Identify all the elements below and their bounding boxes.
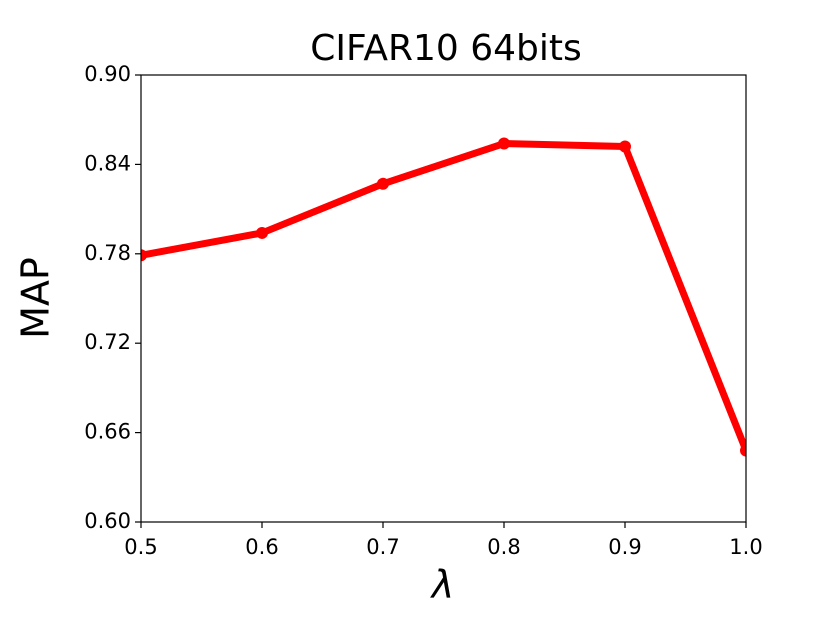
data-point: [141, 249, 147, 262]
data-point: [498, 137, 510, 150]
data-point: [377, 177, 389, 190]
y-tick-label: 0.66: [84, 420, 131, 444]
x-axis-label: λ: [430, 563, 455, 607]
data-point: [256, 226, 268, 239]
x-tick-label: 0.5: [124, 535, 157, 559]
data-line: [141, 140, 746, 452]
y-tick-label: 0.72: [84, 330, 131, 354]
x-tick-label: 0.9: [608, 535, 641, 559]
x-tick-label: 0.6: [245, 535, 278, 559]
data-point: [740, 444, 746, 457]
y-tick-label: 0.78: [84, 241, 131, 265]
y-tick-label: 0.90: [84, 62, 131, 86]
data-point: [619, 140, 631, 153]
y-tick-label: 0.60: [84, 509, 131, 533]
plot-frame: [140, 74, 747, 523]
y-axis-label: MAP: [14, 257, 58, 339]
plot-area: [141, 137, 746, 457]
x-tick-label: 1.0: [729, 535, 762, 559]
x-tick-label: 0.7: [366, 535, 399, 559]
y-tick-label: 0.84: [84, 151, 131, 175]
x-tick-label: 0.8: [487, 535, 520, 559]
chart-title: CIFAR10 64bits: [310, 28, 582, 69]
